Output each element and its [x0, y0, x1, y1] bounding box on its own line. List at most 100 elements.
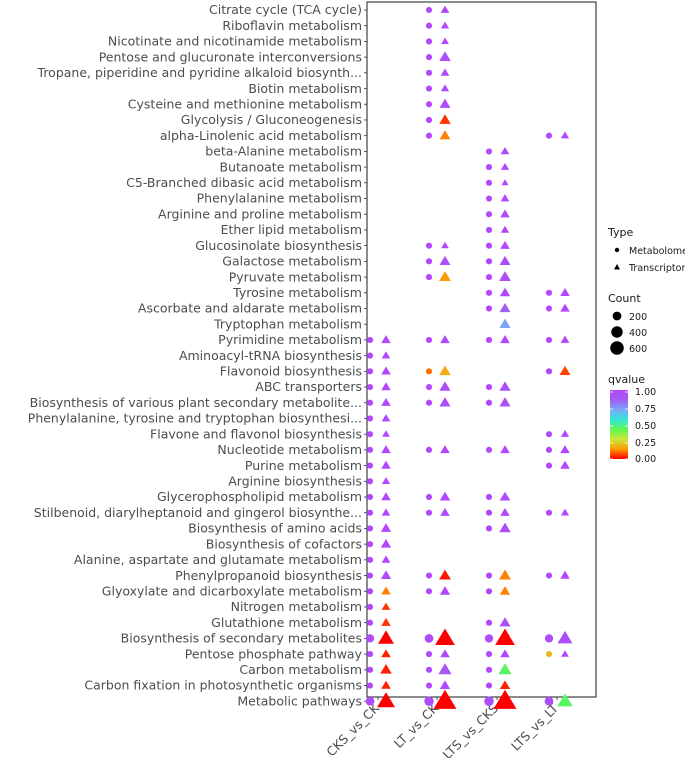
point-lts-vs-cks-biosynthesis-of-various-plant-secondary-metabolite-metabolome: [485, 399, 493, 406]
point-lts-vs-cks-ascorbate-and-aldarate-metabolism-transcriptome: [499, 303, 511, 313]
point-lts-vs-lt-ascorbate-and-aldarate-metabolism-metabolome: [545, 305, 553, 312]
point-lt-vs-ck-stilbenoid-diarylheptanoid-and-gingerol-biosynthe-transcriptome: [440, 507, 450, 516]
point-lts-vs-cks-pentose-phosphate-pathway-transcriptome: [500, 649, 510, 658]
point-lt-vs-ck-pentose-phosphate-pathway-transcriptome: [440, 649, 450, 658]
point-cks-vs-ck-abc-transporters-transcriptome: [381, 382, 391, 391]
point-lts-vs-cks-phenylalanine-metabolism-transcriptome: [500, 194, 510, 202]
point-lt-vs-ck-biosynthesis-of-various-plant-secondary-metabolite-transcriptome: [439, 397, 451, 407]
ytick-label-biosynthesis-of-various-plant-secondary-metabolite: Biosynthesis of various plant secondary …: [30, 395, 362, 410]
point-cks-vs-ck-carbon-fixation-in-photosynthetic-organisms-metabolome: [366, 682, 374, 689]
point-lts-vs-cks-galactose-metabolism-metabolome: [485, 258, 493, 265]
point-cks-vs-ck-biosynthesis-of-amino-acids-metabolome: [366, 525, 374, 532]
data-marks: [365, 5, 573, 709]
legend: Type Metabolome Transcriptome Count 200 …: [607, 226, 685, 465]
ytick-label-nicotinate-and-nicotinamide-metabolism: Nicotinate and nicotinamide metabolism: [108, 34, 362, 49]
point-lt-vs-ck-glycerophospholipid-metabolism-transcriptome: [439, 491, 451, 501]
point-lts-vs-lt-metabolic-pathways-transcriptome: [557, 693, 573, 707]
point-lts-vs-cks-nucleotide-metabolism-metabolome: [485, 446, 493, 453]
point-cks-vs-ck-biosynthesis-of-secondary-metabolites-transcriptome: [378, 630, 394, 644]
legend-count-circle-600: [610, 341, 624, 355]
point-cks-vs-ck-biosynthesis-of-cofactors-transcriptome: [380, 538, 392, 548]
point-lts-vs-cks-butanoate-metabolism-transcriptome: [500, 162, 510, 170]
point-lt-vs-ck-biosynthesis-of-secondary-metabolites-metabolome: [424, 634, 434, 643]
point-lts-vs-lt-pyrimidine-metabolism-transcriptome: [560, 335, 570, 343]
point-lts-vs-lt-pyrimidine-metabolism-metabolome: [545, 336, 553, 343]
point-cks-vs-ck-purine-metabolism-metabolome: [366, 462, 374, 469]
point-lts-vs-cks-carbon-fixation-in-photosynthetic-organisms-transcriptome: [499, 680, 511, 689]
point-lt-vs-ck-cysteine-and-methionine-metabolism-metabolome: [425, 101, 433, 108]
legend-type-title: Type: [607, 226, 633, 239]
point-lts-vs-cks-glycerophospholipid-metabolism-metabolome: [485, 493, 493, 501]
point-cks-vs-ck-flavonoid-biosynthesis-transcriptome: [381, 366, 391, 375]
point-lts-vs-cks-abc-transporters-transcriptome: [499, 381, 511, 391]
point-lts-vs-cks-butanoate-metabolism-metabolome: [485, 164, 493, 171]
point-lts-vs-lt-tyrosine-metabolism-transcriptome: [560, 288, 570, 296]
legend-count-circle-200: [612, 311, 622, 321]
legend-qvalue-title: qvalue: [608, 373, 645, 386]
point-lt-vs-ck-flavonoid-biosynthesis-metabolome: [425, 368, 433, 375]
point-cks-vs-ck-biosynthesis-of-various-plant-secondary-metabolite-transcriptome: [381, 397, 391, 406]
point-lts-vs-cks-arginine-and-proline-metabolism-transcriptome: [500, 209, 510, 218]
point-lts-vs-cks-biosynthesis-of-secondary-metabolites-transcriptome: [495, 628, 515, 645]
point-lts-vs-cks-carbon-metabolism-transcriptome: [498, 663, 512, 675]
ytick-label-phenylalanine-tyrosine-and-tryptophan-biosynthesi: Phenylalanine, tyrosine and tryptophan b…: [28, 411, 362, 426]
point-lt-vs-ck-galactose-metabolism-transcriptome: [439, 255, 451, 266]
ytick-label-nucleotide-metabolism: Nucleotide metabolism: [217, 442, 362, 457]
point-lts-vs-lt-stilbenoid-diarylheptanoid-and-gingerol-biosynthe-metabolome: [545, 509, 553, 516]
legend-qvalue-tick-075: 0.75: [635, 404, 656, 415]
point-lt-vs-ck-tropane-piperidine-and-pyridine-alkaloid-biosynth-metabolome: [425, 69, 433, 76]
legend-count-label-400: 400: [629, 328, 647, 339]
point-lts-vs-cks-stilbenoid-diarylheptanoid-and-gingerol-biosynthe-metabolome: [485, 509, 493, 516]
point-cks-vs-ck-phenylalanine-tyrosine-and-tryptophan-biosynthesi-metabolome: [366, 415, 374, 422]
point-lt-vs-ck-carbon-metabolism-transcriptome: [438, 663, 452, 675]
point-lts-vs-lt-flavonoid-biosynthesis-transcriptome: [559, 365, 571, 375]
ytick-label-glycerophospholipid-metabolism: Glycerophospholipid metabolism: [157, 489, 362, 504]
point-cks-vs-ck-stilbenoid-diarylheptanoid-and-gingerol-biosynthe-metabolome: [366, 509, 374, 516]
point-lts-vs-cks-pyrimidine-metabolism-transcriptome: [500, 335, 510, 344]
point-lts-vs-cks-phenylpropanoid-biosynthesis-metabolome: [485, 572, 493, 579]
point-lt-vs-ck-biosynthesis-of-various-plant-secondary-metabolite-metabolome: [425, 399, 433, 406]
point-lts-vs-lt-nucleotide-metabolism-transcriptome: [560, 445, 570, 454]
point-cks-vs-ck-arginine-biosynthesis-transcriptome: [381, 477, 391, 485]
point-lts-vs-cks-beta-alanine-metabolism-metabolome: [485, 148, 493, 155]
point-lts-vs-cks-pyruvate-metabolism-transcriptome: [499, 271, 511, 282]
ytick-label-glyoxylate-and-dicarboxylate-metabolism: Glyoxylate and dicarboxylate metabolism: [102, 583, 362, 598]
point-lt-vs-ck-nucleotide-metabolism-transcriptome: [440, 445, 450, 454]
point-cks-vs-ck-carbon-metabolism-transcriptome: [380, 664, 392, 674]
point-lt-vs-ck-biotin-metabolism-transcriptome: [440, 84, 450, 92]
legend-qvalue-tick-0: 0.00: [635, 454, 656, 465]
point-lts-vs-cks-tyrosine-metabolism-metabolome: [485, 289, 493, 296]
point-lts-vs-lt-pentose-phosphate-pathway-transcriptome: [561, 650, 569, 657]
point-lts-vs-cks-nucleotide-metabolism-transcriptome: [500, 445, 510, 454]
point-cks-vs-ck-glyoxylate-and-dicarboxylate-metabolism-transcriptome: [381, 586, 391, 595]
point-lts-vs-cks-beta-alanine-metabolism-transcriptome: [500, 147, 510, 155]
point-cks-vs-ck-flavone-and-flavonol-biosynthesis-transcriptome: [382, 430, 390, 437]
ytick-label-biotin-metabolism: Biotin metabolism: [248, 81, 362, 96]
legend-transcriptome-triangle-icon: [614, 264, 620, 270]
point-lt-vs-ck-pentose-and-glucuronate-interconversions-metabolome: [425, 54, 433, 61]
point-lts-vs-lt-tyrosine-metabolism-metabolome: [545, 289, 553, 296]
point-lt-vs-ck-glycolysis-gluconeogenesis-metabolome: [425, 116, 433, 124]
legend-type-metabolome-label: Metabolome: [629, 246, 685, 257]
ytick-label-phenylalanine-metabolism: Phenylalanine metabolism: [197, 191, 362, 206]
point-lts-vs-lt-ascorbate-and-aldarate-metabolism-transcriptome: [560, 303, 570, 312]
point-cks-vs-ck-metabolic-pathways-transcriptome: [376, 692, 396, 708]
point-lt-vs-ck-glycerophospholipid-metabolism-metabolome: [425, 493, 433, 501]
legend-count-label-600: 600: [629, 344, 647, 355]
point-lts-vs-cks-ether-lipid-metabolism-transcriptome: [500, 225, 510, 233]
point-lts-vs-cks-c5-branched-dibasic-acid-metabolism-metabolome: [485, 179, 493, 186]
point-lt-vs-ck-nicotinate-and-nicotinamide-metabolism-transcriptome: [441, 37, 449, 45]
ytick-label-tropane-piperidine-and-pyridine-alkaloid-biosynth: Tropane, piperidine and pyridine alkaloi…: [37, 65, 362, 80]
point-lt-vs-ck-cysteine-and-methionine-metabolism-transcriptome: [439, 98, 451, 108]
legend-metabolome-circle-icon: [614, 247, 620, 253]
ytick-label-beta-alanine-metabolism: beta-Alanine metabolism: [205, 144, 362, 159]
point-lt-vs-ck-pentose-phosphate-pathway-metabolome: [425, 651, 433, 658]
point-cks-vs-ck-alanine-aspartate-and-glutamate-metabolism-transcriptome: [381, 555, 391, 563]
point-lt-vs-ck-carbon-metabolism-metabolome: [425, 666, 433, 673]
ytick-label-biosynthesis-of-cofactors: Biosynthesis of cofactors: [206, 536, 362, 551]
ytick-label-flavonoid-biosynthesis: Flavonoid biosynthesis: [220, 364, 362, 379]
point-lt-vs-ck-citrate-cycle-tca-cycle-transcriptome: [440, 5, 450, 13]
point-lts-vs-cks-tryptophan-metabolism-transcriptome: [499, 318, 511, 328]
point-lts-vs-cks-glyoxylate-and-dicarboxylate-metabolism-transcriptome: [499, 586, 511, 595]
